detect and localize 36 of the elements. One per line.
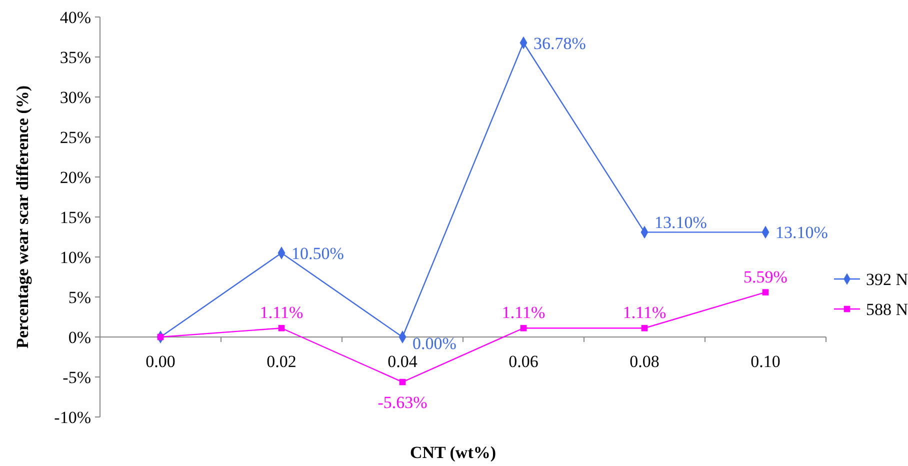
y-tick-label: 40% xyxy=(60,8,91,27)
x-axis-title: CNT (wt%) xyxy=(410,443,496,462)
x-tick-label: 0.06 xyxy=(508,352,538,371)
x-tick-label: 0.08 xyxy=(630,352,660,371)
data-label: 0.00% xyxy=(412,334,456,353)
y-axis-title: Percentage wear scar difference (%) xyxy=(13,85,32,349)
x-tick-label: 0.00 xyxy=(146,352,176,371)
data-label: 36.78% xyxy=(534,34,586,53)
y-tick-label: 5% xyxy=(68,288,91,307)
data-label: 13.10% xyxy=(776,223,828,242)
legend-label: 588 N xyxy=(866,300,908,319)
y-tick-label: 20% xyxy=(60,168,91,187)
y-tick-label: 15% xyxy=(60,208,91,227)
data-label: 1.11% xyxy=(260,303,304,322)
data-label: 1.11% xyxy=(502,303,546,322)
legend-label: 392 N xyxy=(866,270,908,289)
y-tick-label: -10% xyxy=(54,408,91,427)
x-tick-label: 0.02 xyxy=(266,352,296,371)
y-tick-label: -5% xyxy=(62,368,91,387)
x-tick-label: 0.04 xyxy=(388,352,418,371)
data-label: 10.50% xyxy=(292,244,344,263)
point xyxy=(520,324,527,332)
y-tick-label: 35% xyxy=(60,48,91,67)
y-tick-label: 25% xyxy=(60,128,91,147)
data-label: 5.59% xyxy=(744,267,788,286)
y-tick-label: 10% xyxy=(60,248,91,267)
y-tick-label: 30% xyxy=(60,88,91,107)
point xyxy=(641,324,648,332)
x-tick-label: 0.10 xyxy=(750,352,780,371)
point xyxy=(399,378,406,386)
point xyxy=(762,289,769,296)
data-label: 1.11% xyxy=(622,303,666,322)
data-label: -5.63% xyxy=(378,393,428,412)
y-tick-label: 0% xyxy=(68,328,91,347)
point xyxy=(278,324,285,332)
data-label: 13.10% xyxy=(654,213,707,232)
